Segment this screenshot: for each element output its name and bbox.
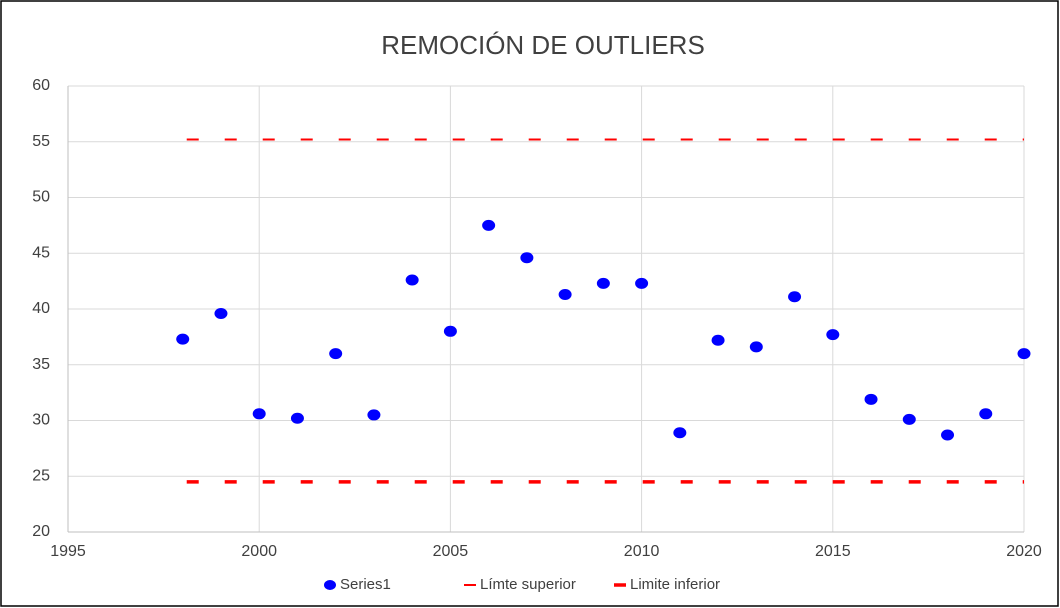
point (635, 277, 649, 289)
point (673, 427, 687, 439)
legend-symbol (324, 580, 336, 590)
y-tick-label: 25 (32, 467, 50, 484)
point (979, 408, 993, 420)
point (596, 277, 610, 289)
point (1017, 348, 1031, 360)
y-tick-label: 55 (32, 133, 50, 150)
point (367, 409, 381, 421)
point (176, 333, 190, 345)
x-tick-label: 2020 (1006, 543, 1042, 560)
x-tick-label: 1995 (50, 543, 86, 560)
chart-title: REMOCIÓN DE OUTLIERS (381, 30, 705, 60)
x-tick-label: 2000 (241, 543, 277, 560)
point (405, 274, 419, 286)
y-tick-label: 35 (32, 356, 50, 373)
point (290, 412, 304, 424)
point (482, 219, 496, 231)
point (826, 329, 840, 341)
x-tick-label: 2015 (815, 543, 851, 560)
point (443, 325, 457, 337)
legend-label: Límte superior (480, 576, 576, 593)
x-tick-label: 2005 (433, 543, 469, 560)
y-tick-label: 20 (32, 523, 50, 540)
x-tick-label: 2010 (624, 543, 660, 560)
legend-label: Series1 (340, 576, 391, 593)
point (788, 291, 802, 303)
point (329, 348, 343, 360)
point (711, 334, 725, 346)
point (941, 429, 955, 441)
y-tick-label: 45 (32, 244, 50, 261)
y-tick-label: 50 (32, 189, 50, 206)
point (520, 252, 534, 264)
point (864, 393, 878, 405)
point (214, 307, 228, 319)
point (558, 289, 572, 301)
y-tick-label: 30 (32, 412, 50, 429)
legend-label: Limite inferior (630, 576, 720, 593)
point (902, 413, 916, 425)
y-tick-label: 40 (32, 300, 50, 317)
point (252, 408, 266, 420)
point (749, 341, 763, 353)
y-tick-label: 60 (32, 77, 50, 94)
